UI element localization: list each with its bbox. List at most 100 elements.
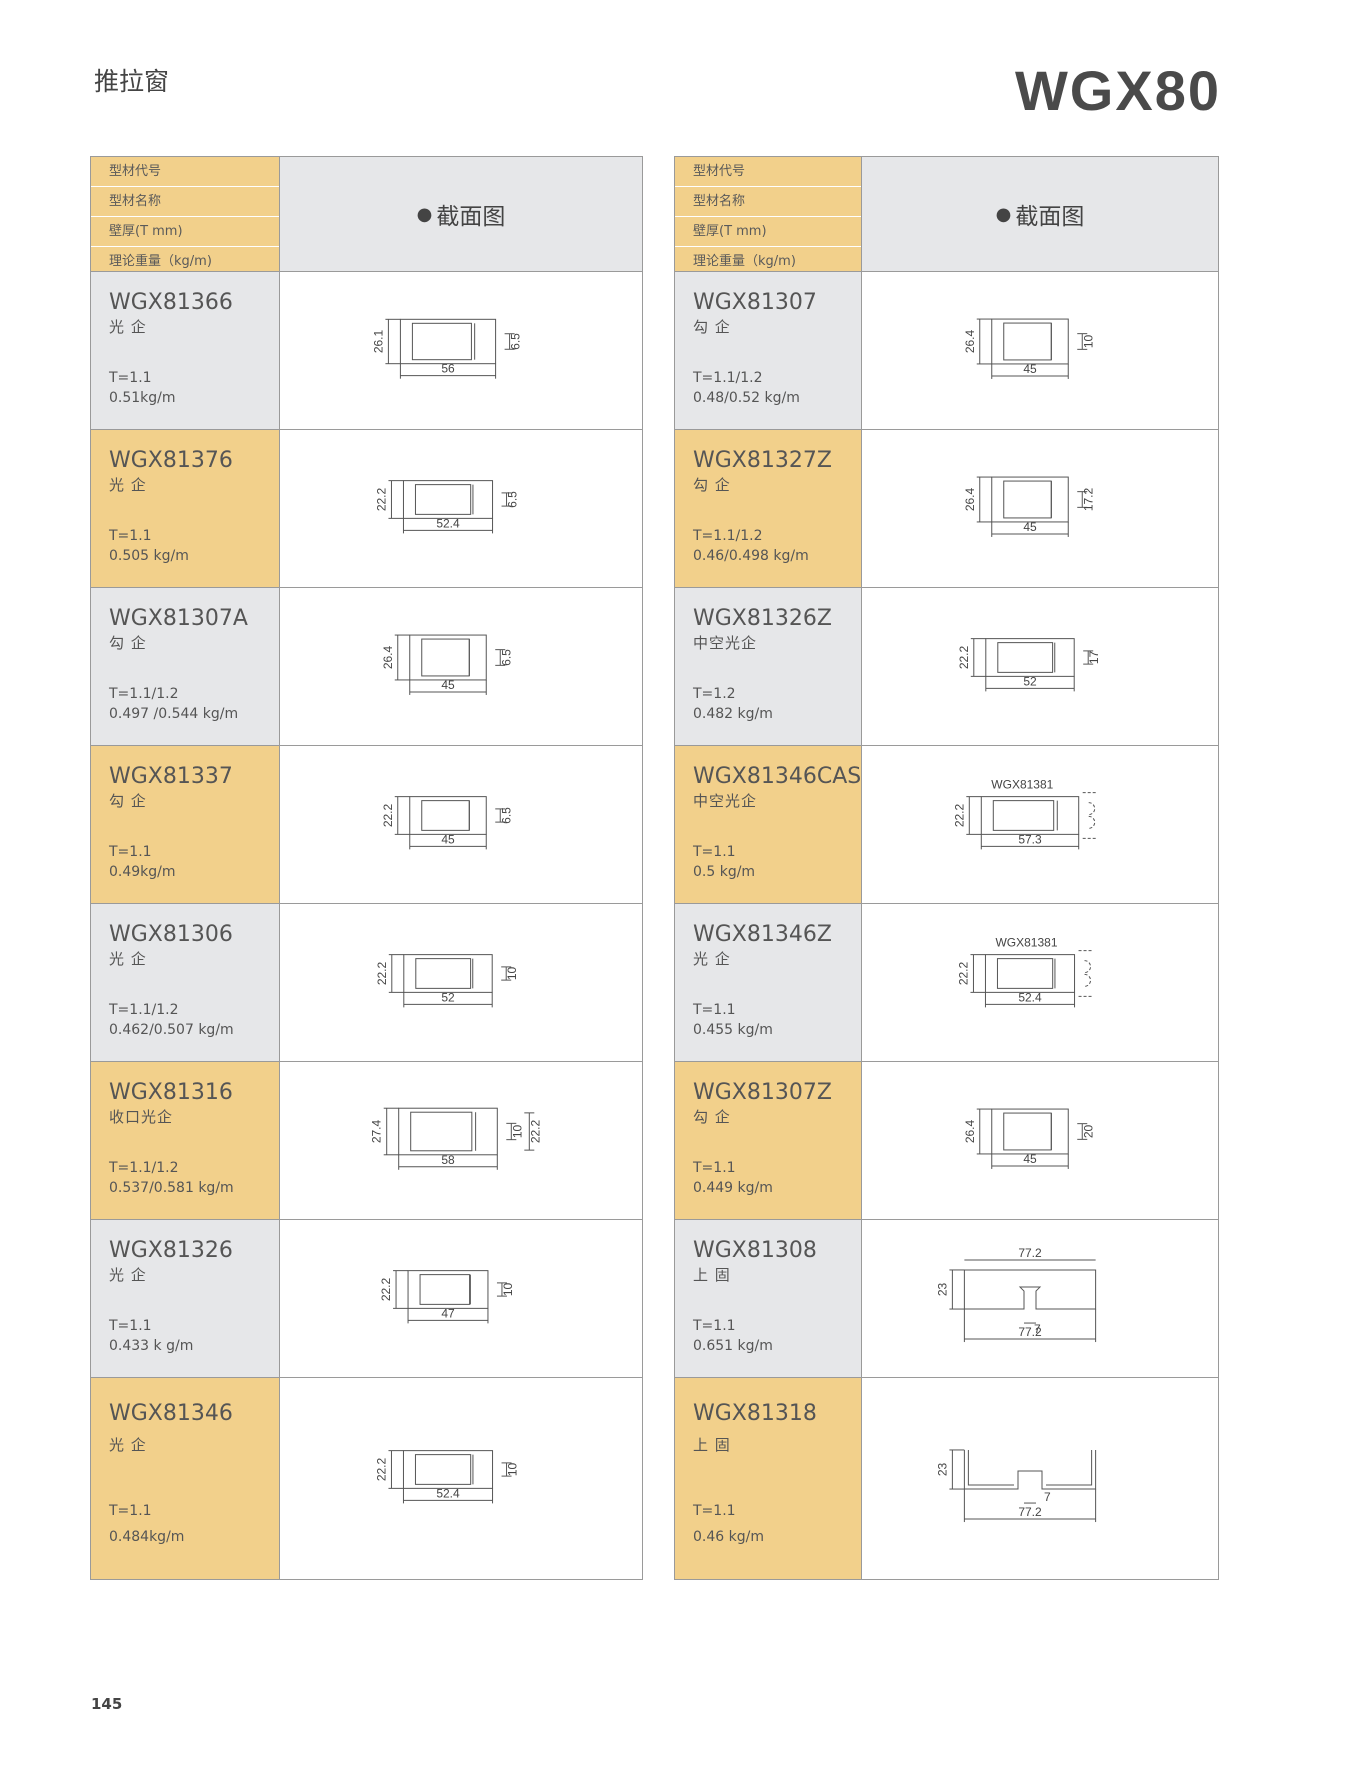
profile-drawing: 26.1 56 6.5 <box>371 318 523 379</box>
weight: 0.505 kg/m <box>109 548 189 564</box>
row-label-cell: WGX81346Z 光 企 T=1.1 0.455 kg/m <box>674 903 862 1062</box>
row-label-cell: WGX81307 勾 企 T=1.1/1.2 0.48/0.52 kg/m <box>674 271 862 430</box>
profile-name: 光 企 <box>109 1436 147 1455</box>
thickness: T=1.1/1.2 <box>693 370 763 386</box>
dim-label: 20 <box>1081 1125 1095 1139</box>
profile-outline <box>398 1107 498 1156</box>
dim-label: 58 <box>441 1153 455 1167</box>
dim-label: 22.2 <box>379 1277 393 1301</box>
weight: 0.455 kg/m <box>693 1022 773 1038</box>
profile-code: WGX81306 <box>109 922 233 947</box>
drawing-cell: 7 23 77.2 <box>861 1377 1219 1580</box>
profile-name: 勾 企 <box>693 1108 731 1126</box>
profile-inner <box>1003 1112 1052 1151</box>
profile-outline <box>402 480 494 519</box>
profile-code: WGX81326Z <box>693 606 832 631</box>
row-label-cell: WGX81326 光 企 T=1.1 0.433 k g/m <box>90 1219 280 1378</box>
row-label-cell: WGX81308 上 固 T=1.1 0.651 kg/m <box>674 1219 862 1378</box>
profile-drawing: 7 23 77.2 77.2 <box>935 1246 1097 1343</box>
weight: 0.537/0.581 kg/m <box>109 1180 234 1196</box>
dim-label: 77.2 <box>1018 1246 1042 1260</box>
dim-label: 22.2 <box>528 1119 542 1143</box>
dim-label: 26.4 <box>963 329 977 353</box>
drawing-cell: 26.4 45 17.2 <box>861 429 1219 588</box>
profile-code: WGX81326 <box>109 1238 233 1263</box>
weight: 0.433 k g/m <box>109 1338 194 1354</box>
thickness: T=1.1 <box>693 1002 736 1018</box>
profile-inner <box>419 1274 471 1305</box>
thickness: T=1.1 <box>693 1160 736 1176</box>
profile-outline <box>402 1450 494 1489</box>
profile-outline <box>407 1270 489 1309</box>
dim-label: 26.4 <box>381 645 395 669</box>
weight: 0.651 kg/m <box>693 1338 773 1354</box>
profile-name: 勾 企 <box>693 476 731 494</box>
drawing-cell: 22.2 52 17 <box>861 587 1219 746</box>
header-label-cell: 型材代号 型材名称 壁厚(T mm) 理论重量（kg/m) <box>674 156 862 277</box>
dim-label: 6.5 <box>499 649 513 666</box>
dim-label: 45 <box>1023 362 1037 376</box>
dim-label: 26.4 <box>963 487 977 511</box>
thickness: T=1.1 <box>109 370 152 386</box>
profile-code: WGX81346Z <box>693 922 832 947</box>
profile-outline <box>963 1449 1097 1490</box>
profile-code: WGX81327Z <box>693 448 832 473</box>
profile-drawing: 22.2 57.3 WGX81381 <box>952 778 1097 850</box>
profile-note: WGX81381 <box>991 778 1053 792</box>
header-label: 型材代号 <box>91 157 279 187</box>
profile-name: 上 固 <box>693 1266 731 1284</box>
thickness: T=1.1/1.2 <box>109 1002 179 1018</box>
profile-code: WGX81366 <box>109 290 233 315</box>
profile-name: 光 企 <box>109 318 147 336</box>
profile-outline <box>963 1269 1097 1310</box>
profile-inner <box>1003 480 1052 519</box>
row-label-cell: WGX81306 光 企 T=1.1/1.2 0.462/0.507 kg/m <box>90 903 280 1062</box>
profile-drawing: 22.2 52.4 6.5 <box>374 480 520 534</box>
dim-label: 52.4 <box>436 516 460 530</box>
profile-inner <box>411 322 472 361</box>
profile-outline <box>409 796 487 835</box>
dim-label: 52.4 <box>436 1486 460 1500</box>
drawing-cell: 22.2 47 10 <box>279 1219 643 1378</box>
bullet: ● <box>995 203 1012 225</box>
dim-label: 26.4 <box>963 1119 977 1143</box>
row-label-cell: WGX81316 收口光企 T=1.1/1.2 0.537/0.581 kg/m <box>90 1061 280 1220</box>
dim-label: 17.2 <box>1081 487 1095 511</box>
profile-drawing: 26.4 45 20 <box>963 1108 1095 1169</box>
weight: 0.449 kg/m <box>693 1180 773 1196</box>
dim-label: 52 <box>441 990 455 1004</box>
dim-label: 26.1 <box>371 329 385 353</box>
thickness: T=1.1 <box>693 1318 736 1334</box>
drawing-cell: 22.2 52.4 6.5 <box>279 429 643 588</box>
profile-inner <box>421 638 470 677</box>
drawing-cell: 27.4 58 10 22.2 <box>279 1061 643 1220</box>
dim-label: 23 <box>935 1463 949 1477</box>
row-label-cell: WGX81318 上 固 T=1.1 0.46 kg/m <box>674 1377 862 1580</box>
profile-inner <box>997 642 1054 673</box>
profile-drawing: 26.4 45 6.5 <box>381 634 513 695</box>
profile-drawing: 22.2 52 17 <box>957 638 1101 692</box>
dim-label: 57.3 <box>1018 832 1042 846</box>
profile-outline <box>985 638 1075 677</box>
thickness: T=1.1 <box>693 1503 736 1520</box>
header-label: 型材名称 <box>675 187 861 217</box>
profile-inner <box>415 958 472 989</box>
profile-code: WGX81316 <box>109 1080 233 1105</box>
dim-label: 22.2 <box>957 645 971 669</box>
thickness: T=1.1 <box>109 528 152 544</box>
profile-inner <box>1003 322 1052 361</box>
dim-label: 22.2 <box>956 961 970 985</box>
profile-outline <box>980 796 1080 835</box>
row-label-cell: WGX81307Z 勾 企 T=1.1 0.449 kg/m <box>674 1061 862 1220</box>
weight: 0.462/0.507 kg/m <box>109 1022 234 1038</box>
profile-outline <box>991 1108 1069 1155</box>
profile-inner <box>410 1111 473 1152</box>
dim-label: 45 <box>441 678 455 692</box>
dim-label: 10 <box>506 1463 520 1477</box>
profile-drawing: 22.2 52.4 WGX81381 <box>956 936 1093 1008</box>
dim-label: 6.5 <box>506 491 520 508</box>
profile-outline <box>403 954 493 993</box>
dim-label: 10 <box>510 1125 524 1139</box>
header-label-cell: 型材代号 型材名称 壁厚(T mm) 理论重量（kg/m) <box>90 156 280 277</box>
